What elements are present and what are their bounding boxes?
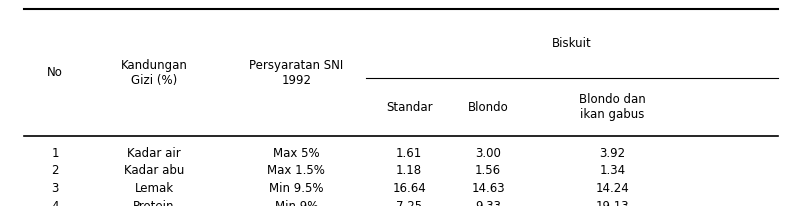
Text: Max 1.5%: Max 1.5% [267,164,325,178]
Text: 16.64: 16.64 [393,182,426,195]
Text: Persyaratan SNI
1992: Persyaratan SNI 1992 [249,59,344,87]
Text: 14.24: 14.24 [596,182,629,195]
Text: Kandungan
Gizi (%): Kandungan Gizi (%) [121,59,187,87]
Text: 1.61: 1.61 [396,147,423,160]
Text: 1.34: 1.34 [599,164,626,178]
Text: Min 9%: Min 9% [275,199,318,206]
Text: 1.18: 1.18 [396,164,423,178]
Text: 4: 4 [51,199,59,206]
Text: 7.25: 7.25 [396,199,423,206]
Text: 19.13: 19.13 [596,199,629,206]
Text: Min 9.5%: Min 9.5% [269,182,323,195]
Text: 1.56: 1.56 [475,164,502,178]
Text: Blondo dan
ikan gabus: Blondo dan ikan gabus [579,93,645,121]
Text: 9.33: 9.33 [476,199,501,206]
Text: Blondo: Blondo [468,101,509,114]
Text: 1: 1 [51,147,59,160]
Text: 3.00: 3.00 [476,147,501,160]
Text: Protein: Protein [134,199,175,206]
Text: Max 5%: Max 5% [273,147,320,160]
Text: 3.92: 3.92 [599,147,626,160]
Text: 2: 2 [51,164,59,178]
Text: No: No [47,66,63,79]
Text: 14.63: 14.63 [472,182,505,195]
Text: Standar: Standar [386,101,433,114]
Text: Kadar abu: Kadar abu [124,164,184,178]
Text: Kadar air: Kadar air [127,147,181,160]
Text: 3: 3 [51,182,59,195]
Text: Biskuit: Biskuit [552,37,592,50]
Text: Lemak: Lemak [134,182,174,195]
